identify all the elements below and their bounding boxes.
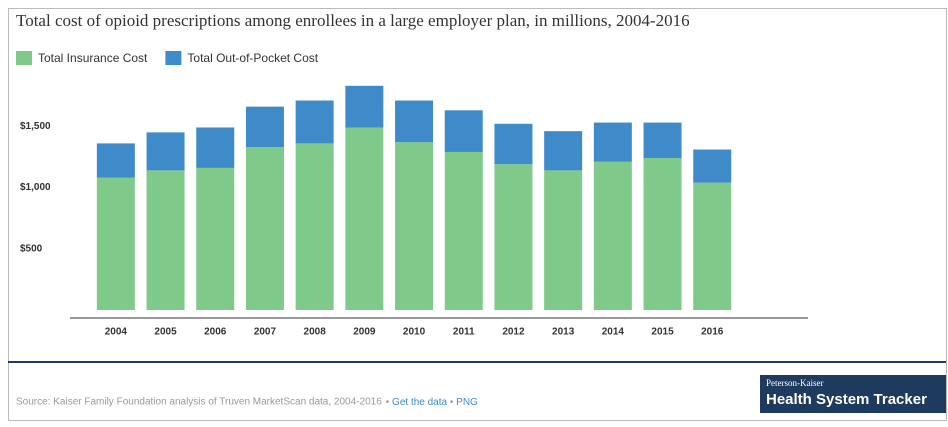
bar-segment (643, 122, 682, 159)
x-tick-label: 2004 (105, 327, 128, 338)
bar-segment (544, 131, 583, 171)
bar-segment (146, 132, 185, 171)
bar-segment (643, 158, 682, 310)
bar-segment (295, 143, 334, 310)
x-tick-label: 2014 (602, 327, 625, 338)
chart-title: Total cost of opioid prescriptions among… (16, 11, 690, 30)
y-tick-label: $1,000 (20, 182, 51, 193)
bar-segment (96, 177, 135, 310)
y-tick-label: $500 (20, 243, 43, 254)
link[interactable]: Get the data (392, 397, 447, 408)
bar-segment (494, 123, 533, 165)
bar-segment (96, 143, 135, 178)
bar-segment (395, 142, 434, 310)
logo-top: Peterson-Kaiser (766, 378, 823, 388)
bar-segment (295, 100, 334, 144)
x-tick-label: 2005 (154, 327, 177, 338)
legend-label: Total Out-of-Pocket Cost (187, 51, 318, 65)
bar-segment (345, 85, 384, 128)
bar-segment (245, 147, 284, 310)
bar-segment (693, 182, 732, 310)
logo-box (760, 375, 946, 413)
legend-swatch (165, 51, 182, 65)
link[interactable]: PNG (456, 397, 478, 408)
legend-swatch (16, 51, 32, 65)
x-tick-label: 2009 (353, 327, 376, 338)
x-tick-label: 2013 (552, 327, 575, 338)
bar-segment (693, 149, 732, 183)
x-tick-label: 2008 (304, 327, 327, 338)
bar-segment (245, 106, 284, 148)
x-tick-label: 2016 (701, 327, 724, 338)
links: • Get the data • PNG (386, 397, 478, 408)
y-tick-label: $1,500 (20, 121, 51, 132)
bar-segment (196, 167, 235, 310)
bar-segment (494, 164, 533, 310)
x-tick-label: 2007 (254, 327, 277, 338)
bar-segment (146, 170, 185, 310)
x-tick-label: 2006 (204, 327, 227, 338)
bar-segment (593, 161, 632, 310)
bar-segment (444, 110, 483, 152)
bar-segment (196, 127, 235, 168)
x-tick-label: 2012 (502, 327, 525, 338)
x-tick-label: 2011 (453, 327, 475, 338)
source: Source: Kaiser Family Foundation analysi… (16, 397, 382, 408)
bar-segment (395, 100, 434, 143)
bar-segment (544, 170, 583, 310)
logo-bottom: Health System Tracker (766, 391, 927, 408)
bar-segment (345, 127, 384, 310)
bar-segment (593, 122, 632, 162)
x-tick-label: 2010 (403, 327, 426, 338)
x-tick-label: 2015 (651, 327, 674, 338)
bar-segment (444, 151, 483, 310)
legend-label: Total Insurance Cost (38, 51, 148, 65)
